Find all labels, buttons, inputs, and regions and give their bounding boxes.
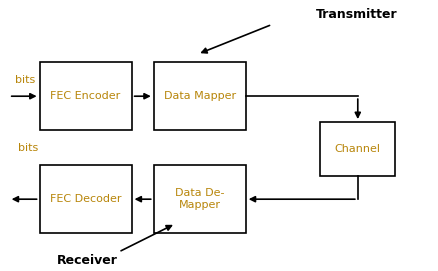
Bar xyxy=(153,62,245,130)
Text: Transmitter: Transmitter xyxy=(315,8,397,21)
Text: Data Mapper: Data Mapper xyxy=(163,91,235,101)
Text: Channel: Channel xyxy=(334,144,380,154)
Text: Data De-
Mapper: Data De- Mapper xyxy=(175,188,224,210)
Text: bits: bits xyxy=(18,143,38,153)
Bar xyxy=(153,165,245,233)
Bar xyxy=(39,165,131,233)
Text: bits: bits xyxy=(15,75,35,85)
Text: Receiver: Receiver xyxy=(57,254,118,267)
Text: FEC Decoder: FEC Decoder xyxy=(50,194,121,204)
Text: FEC Encoder: FEC Encoder xyxy=(50,91,120,101)
Bar xyxy=(39,62,131,130)
Bar xyxy=(320,122,394,176)
